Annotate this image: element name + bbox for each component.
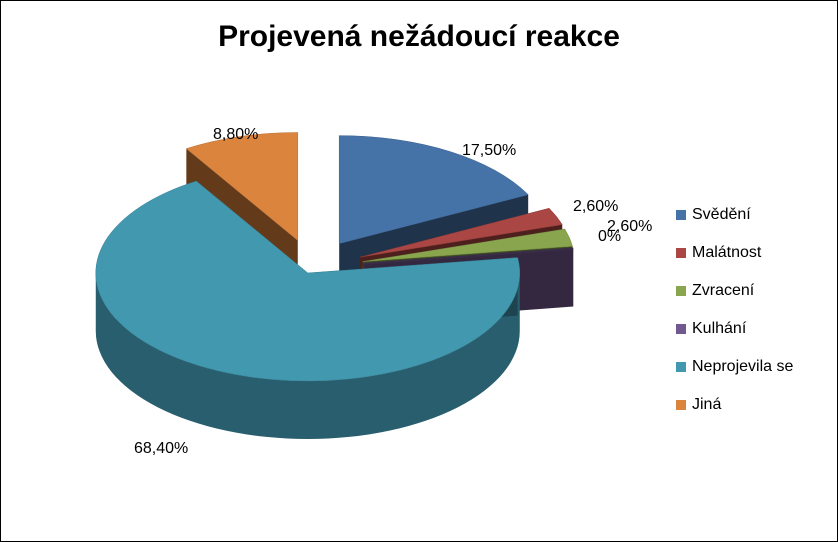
legend-swatch xyxy=(676,400,686,410)
data-label-kulhani: 0% xyxy=(598,228,622,245)
slice-rim-neprojevila-se xyxy=(95,272,520,439)
pie-tops xyxy=(95,132,574,382)
slice-jina xyxy=(185,132,299,242)
legend-item-jina: Jiná xyxy=(676,386,793,424)
legend-label: Kulhání xyxy=(692,320,747,337)
legend-item-svedeni: Svědění xyxy=(676,196,793,234)
chart-title: Projevená nežádoucí reakce xyxy=(218,20,620,53)
legend-label: Malátnost xyxy=(692,244,762,261)
data-label-jina: 8,80% xyxy=(213,126,259,143)
legend: Svědění Malátnost Zvracení Kulhání Neprojevi… xyxy=(676,196,793,424)
slice-kulhani xyxy=(363,247,574,265)
legend-item-kulhani: Kulhání xyxy=(676,310,793,348)
data-label-zvraceni: 2,60% xyxy=(607,218,653,235)
legend-swatch xyxy=(676,248,686,258)
data-label-neprojevila-se: 68,40% xyxy=(134,440,189,457)
legend-swatch xyxy=(676,362,686,372)
slice-zvraceni xyxy=(362,228,573,262)
legend-label: Zvracení xyxy=(692,282,755,299)
legend-label: Neprojevila se xyxy=(692,358,794,375)
legend-swatch xyxy=(676,210,686,220)
legend-item-zvraceni: Zvracení xyxy=(676,272,793,310)
legend-swatch xyxy=(676,324,686,334)
slice-neprojevila-se xyxy=(95,180,520,382)
legend-item-malatnost: Malátnost xyxy=(676,234,793,272)
legend-label: Svědění xyxy=(692,206,751,223)
data-label-svedeni: 17,50% xyxy=(462,142,517,159)
slice-malatnost xyxy=(360,207,563,258)
slice-svedeni xyxy=(338,135,529,244)
legend-item-neprojevila-se: Neprojevila se xyxy=(676,348,793,386)
legend-label: Jiná xyxy=(692,396,722,413)
legend-swatch xyxy=(676,286,686,296)
data-label-malatnost: 2,60% xyxy=(573,198,619,215)
